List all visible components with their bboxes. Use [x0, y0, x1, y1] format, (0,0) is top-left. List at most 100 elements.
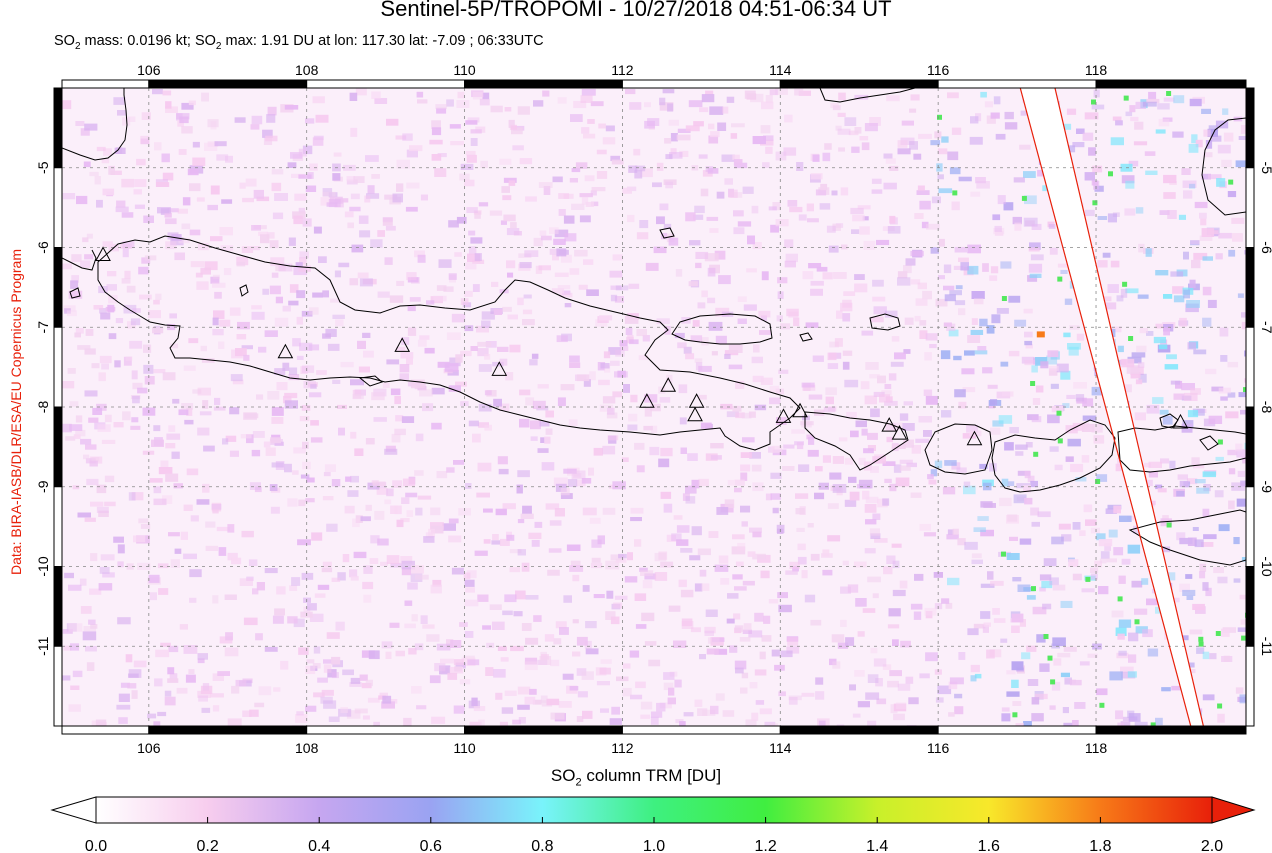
- so2-pixel: [758, 310, 771, 318]
- so2-pixel: [919, 200, 931, 210]
- so2-pixel: [844, 499, 857, 507]
- so2-pixel: [743, 623, 752, 631]
- so2-pixel: [539, 230, 547, 236]
- so2-pixel: [272, 615, 284, 624]
- so2-pixel: [840, 302, 853, 312]
- so2-pixel: [67, 310, 77, 317]
- so2-pixel: [1202, 651, 1210, 660]
- so2-pixel: [624, 576, 638, 583]
- so2-pixel: [1202, 256, 1213, 261]
- so2-pixel: [574, 249, 588, 257]
- so2-pixel: [157, 207, 171, 214]
- so2-pixel: [313, 692, 325, 698]
- so2-pixel: [1015, 723, 1024, 726]
- so2-pixel: [350, 193, 360, 200]
- so2-pixel: [414, 574, 429, 580]
- so2-pixel: [854, 283, 868, 293]
- so2-pixel: [737, 296, 747, 302]
- so2-pixel: [394, 395, 401, 405]
- so2-pixel: [414, 250, 425, 258]
- so2-pixel: [431, 422, 442, 430]
- so2-pixel: [987, 571, 994, 580]
- so2-pixel: [155, 293, 162, 300]
- so2-pixel: [652, 182, 662, 188]
- so2-pixel: [832, 105, 841, 111]
- so2-pixel: [659, 702, 672, 709]
- so2-pixel: [96, 146, 106, 152]
- so2-pixel: [455, 662, 466, 669]
- so2-pixel: [253, 189, 264, 199]
- so2-pixel: [308, 392, 322, 398]
- so2-pixel: [602, 507, 616, 515]
- so2-pixel: [787, 200, 798, 207]
- so2-pixel: [1090, 573, 1098, 580]
- so2-pixel: [741, 521, 748, 527]
- so2-pixel: [750, 93, 764, 103]
- so2-pixel: [857, 701, 870, 708]
- so2-pixel: [633, 148, 641, 156]
- so2-pixel: [1006, 691, 1020, 697]
- so2-pixel: [732, 405, 742, 412]
- so2-pixel: [1011, 613, 1024, 623]
- so2-pixel: [1069, 325, 1080, 330]
- so2-pixel: [1238, 136, 1246, 140]
- so2-pixel: [615, 285, 629, 291]
- so2-pixel: [252, 588, 259, 595]
- so2-pixel: [884, 384, 892, 390]
- so2-pixel: [934, 460, 943, 469]
- axis-bar-segment: [1245, 566, 1255, 647]
- axis-bar-segment: [148, 725, 308, 735]
- so2-pixel: [808, 263, 822, 269]
- so2-pixel: [689, 555, 701, 561]
- so2-pixel: [700, 188, 709, 197]
- so2-pixel: [802, 415, 810, 421]
- so2-pixel: [267, 106, 277, 116]
- so2-pixel: [249, 482, 261, 490]
- so2-pixel: [251, 246, 260, 251]
- so2-pixel: [928, 479, 937, 485]
- so2-pixel: [1014, 222, 1022, 231]
- so2-pixel: [436, 107, 447, 114]
- so2-pixel: [984, 101, 993, 108]
- so2-pixel: [810, 553, 820, 561]
- so2-pixel: [181, 126, 193, 134]
- so2-pixel: [1121, 358, 1135, 368]
- so2-pixel: [549, 248, 560, 255]
- so2-pixel: [852, 713, 861, 718]
- so2-pixel: [200, 267, 211, 275]
- so2-pixel: [770, 493, 781, 500]
- so2-pixel: [474, 253, 482, 261]
- so2-pixel-high: [1099, 702, 1105, 708]
- so2-pixel: [1201, 228, 1215, 237]
- so2-pixel: [180, 531, 188, 540]
- so2-pixel: [610, 294, 618, 302]
- so2-pixel: [240, 434, 252, 439]
- so2-pixel: [378, 695, 386, 700]
- so2-pixel: [694, 358, 703, 363]
- so2-pixel: [919, 673, 930, 679]
- so2-pixel: [431, 120, 441, 129]
- so2-pixel: [775, 88, 788, 95]
- so2-pixel: [946, 323, 956, 331]
- so2-pixel: [647, 118, 660, 126]
- so2-pixel: [509, 567, 521, 573]
- so2-pixel: [780, 650, 793, 658]
- so2-pixel: [468, 230, 476, 236]
- so2-pixel: [650, 716, 659, 725]
- so2-pixel: [774, 664, 785, 671]
- so2-pixel: [885, 158, 896, 164]
- so2-pixel: [581, 671, 594, 680]
- so2-pixel: [305, 185, 317, 192]
- axis-bar-segment: [937, 79, 1097, 89]
- so2-pixel: [886, 95, 900, 102]
- coast-karimunjawa: [659, 227, 675, 239]
- lon-tick-label-top: 112: [611, 62, 634, 78]
- so2-pixel: [708, 531, 719, 538]
- so2-pixel: [1072, 720, 1079, 726]
- so2-pixel: [77, 512, 91, 518]
- so2-pixel: [1121, 558, 1131, 565]
- so2-pixel: [270, 257, 285, 267]
- so2-pixel: [438, 259, 452, 268]
- so2-pixel: [337, 572, 346, 581]
- so2-pixel: [590, 562, 603, 569]
